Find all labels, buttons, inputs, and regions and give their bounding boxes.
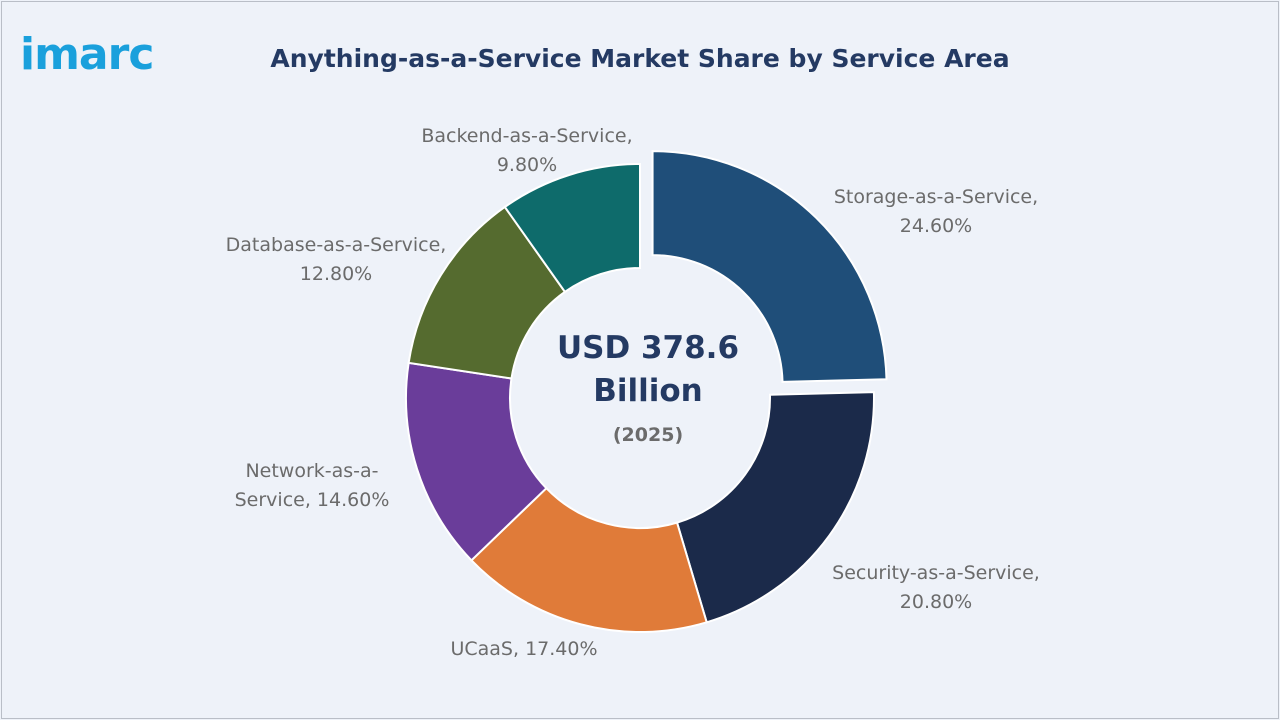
slice-backend-as-a-service: [503, 162, 641, 294]
center-year: (2025): [613, 424, 683, 446]
slice-security-as-a-service: [675, 391, 875, 624]
donut-slices: [405, 150, 888, 633]
slice-storage-as-a-service: [651, 150, 888, 383]
label-security-as-a-service: Security-as-a-Service, 20.80%: [832, 562, 1040, 613]
center-value-line1: USD 378.6: [557, 330, 739, 366]
chart-title: Anything-as-a-Service Market Share by Se…: [270, 44, 1010, 73]
label-backend-as-a-service: Backend-as-a-Service, 9.80%: [421, 125, 632, 176]
slice-ucaas: [470, 486, 708, 633]
center-value-line2: Billion: [593, 373, 703, 409]
label-database-as-a-service: Database-as-a-Service, 12.80%: [226, 234, 447, 285]
slice-labels: Storage-as-a-Service, 24.60% Security-as-a…: [226, 125, 1040, 660]
label-storage-as-a-service: Storage-as-a-Service, 24.60%: [834, 186, 1038, 237]
label-ucaas: UCaaS, 17.40%: [450, 638, 597, 660]
imarc-logo: imarc: [20, 29, 154, 80]
label-network-as-a-service: Network-as-a-Service, 14.60%: [235, 460, 390, 511]
